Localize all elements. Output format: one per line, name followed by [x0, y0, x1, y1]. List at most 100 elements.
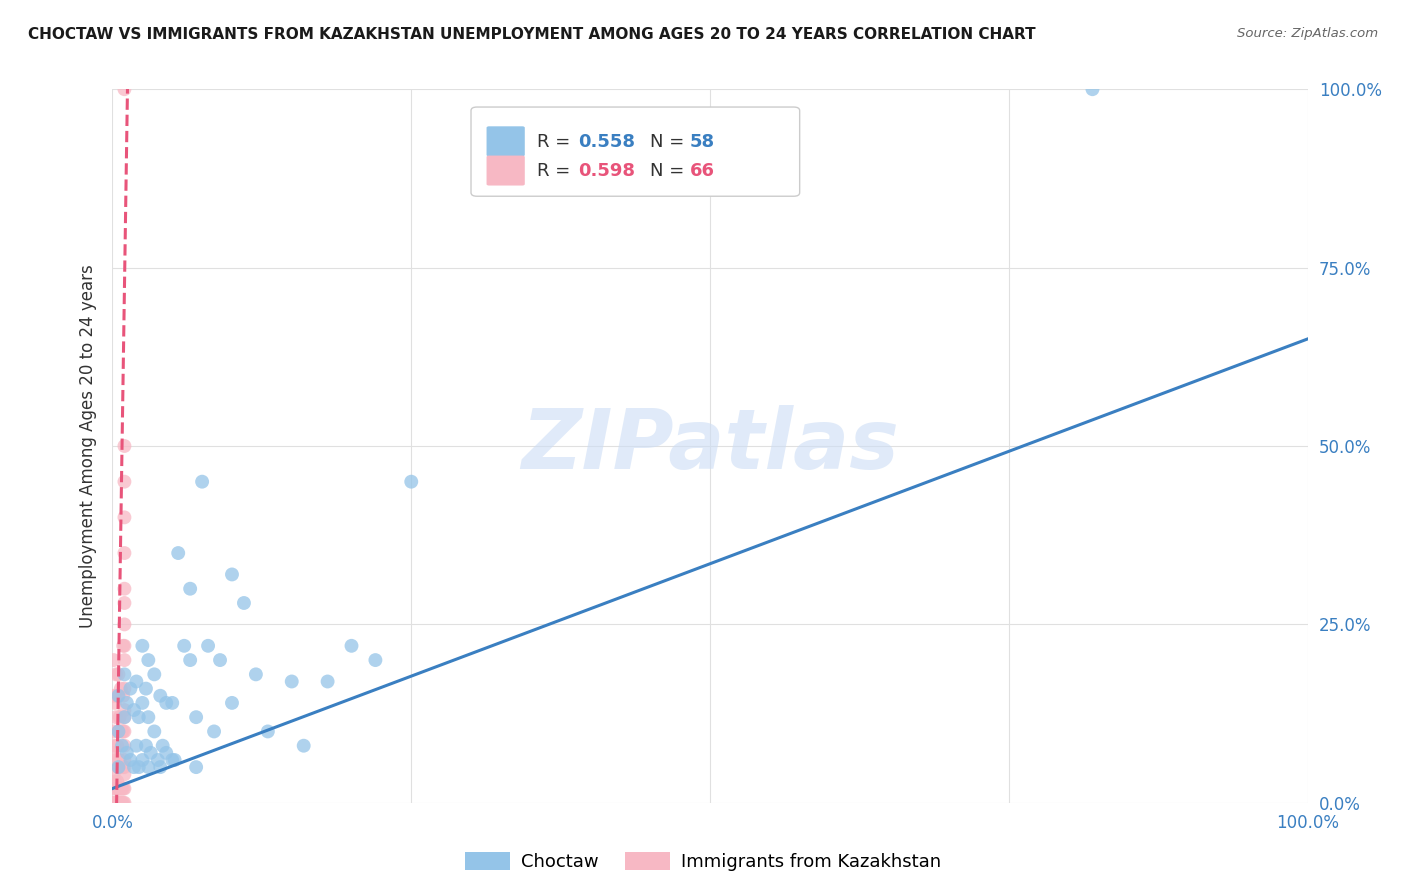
Point [107, 781, 129, 796]
Point [112, 639, 135, 653]
Point [105, 781, 128, 796]
Point [114, 439, 135, 453]
Point [107, 760, 129, 774]
Point [105, 667, 128, 681]
Point [131, 696, 153, 710]
Point [103, 689, 125, 703]
Point [107, 689, 129, 703]
Point [139, 746, 162, 760]
Point [179, 582, 201, 596]
Point [108, 753, 131, 767]
Text: N =: N = [650, 133, 690, 151]
Point [233, 596, 256, 610]
Point [103, 796, 125, 810]
Point [107, 796, 129, 810]
Point [114, 710, 135, 724]
Point [114, 596, 135, 610]
Point [110, 681, 132, 696]
Point [209, 653, 232, 667]
Point [155, 696, 177, 710]
FancyBboxPatch shape [486, 127, 524, 156]
Legend: Choctaw, Immigrants from Kazakhstan: Choctaw, Immigrants from Kazakhstan [457, 845, 949, 879]
Point [162, 696, 183, 710]
Point [114, 582, 135, 596]
Point [112, 781, 135, 796]
Point [114, 639, 135, 653]
Point [114, 739, 135, 753]
Text: 0.558: 0.558 [579, 133, 636, 151]
Point [114, 767, 135, 781]
Point [128, 760, 150, 774]
Point [108, 796, 131, 810]
Point [105, 710, 128, 724]
Point [186, 710, 208, 724]
Point [120, 753, 142, 767]
Point [114, 617, 135, 632]
Point [112, 689, 135, 703]
Point [112, 760, 135, 774]
Point [135, 739, 157, 753]
Point [107, 796, 129, 810]
Point [103, 724, 125, 739]
Point [122, 703, 145, 717]
Text: CHOCTAW VS IMMIGRANTS FROM KAZAKHSTAN UNEMPLOYMENT AMONG AGES 20 TO 24 YEARS COR: CHOCTAW VS IMMIGRANTS FROM KAZAKHSTAN UN… [28, 27, 1036, 42]
Point [163, 753, 186, 767]
Point [114, 796, 135, 810]
Point [103, 767, 125, 781]
Point [155, 746, 177, 760]
Point [110, 724, 132, 739]
Text: ZIPatlas: ZIPatlas [522, 406, 898, 486]
Point [340, 639, 363, 653]
Point [138, 760, 160, 774]
Point [186, 760, 208, 774]
Point [114, 781, 135, 796]
Point [146, 753, 169, 767]
Point [138, 653, 160, 667]
Text: 0.598: 0.598 [579, 162, 636, 180]
Point [105, 753, 128, 767]
Point [103, 796, 125, 810]
Point [292, 739, 315, 753]
Point [191, 475, 214, 489]
Point [281, 674, 304, 689]
Text: Source: ZipAtlas.com: Source: ZipAtlas.com [1237, 27, 1378, 40]
Point [114, 753, 135, 767]
Point [179, 653, 201, 667]
Text: 66: 66 [690, 162, 714, 180]
Point [135, 681, 157, 696]
Point [114, 653, 135, 667]
Point [221, 567, 243, 582]
Point [111, 781, 134, 796]
Point [104, 774, 127, 789]
Point [114, 681, 135, 696]
Text: N =: N = [650, 162, 690, 180]
Point [107, 667, 129, 681]
Point [131, 753, 153, 767]
Point [114, 82, 135, 96]
Point [401, 475, 423, 489]
Point [149, 689, 172, 703]
Point [111, 796, 134, 810]
Y-axis label: Unemployment Among Ages 20 to 24 years: Unemployment Among Ages 20 to 24 years [79, 264, 97, 628]
Point [108, 710, 131, 724]
Point [138, 710, 160, 724]
Point [122, 760, 145, 774]
Point [114, 760, 135, 774]
Point [152, 739, 174, 753]
Point [173, 639, 195, 653]
Point [107, 724, 129, 739]
Text: 58: 58 [690, 133, 714, 151]
Point [114, 724, 135, 739]
Point [111, 739, 134, 753]
Point [112, 796, 135, 810]
Point [103, 653, 125, 667]
Point [114, 510, 135, 524]
Point [125, 739, 148, 753]
Point [120, 681, 142, 696]
Point [115, 746, 138, 760]
Text: R =: R = [537, 133, 575, 151]
Point [105, 774, 128, 789]
Point [105, 796, 128, 810]
Point [111, 724, 134, 739]
Point [110, 760, 132, 774]
